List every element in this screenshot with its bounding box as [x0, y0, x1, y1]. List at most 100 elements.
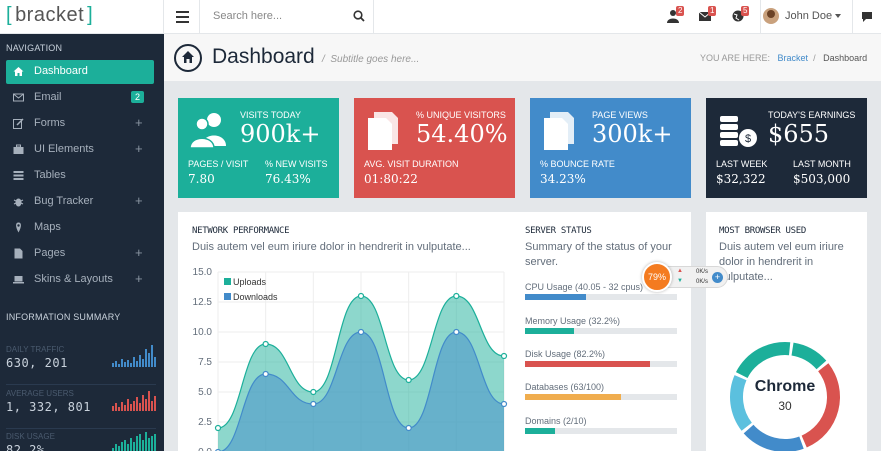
- server-row-memory: Memory Usage (32.2%): [525, 316, 677, 334]
- card-value: 900k+: [240, 120, 321, 148]
- upload-arrow-icon: ▲: [677, 268, 683, 274]
- sidebar-item-email[interactable]: Email 2: [6, 86, 154, 110]
- data-point: [357, 292, 365, 300]
- documents-icon: [544, 112, 574, 150]
- sidebar-item-maps[interactable]: Maps: [6, 216, 154, 240]
- plus-icon[interactable]: +: [712, 272, 723, 283]
- sparkline-bar: [142, 440, 144, 451]
- card-title: Today's Earnings: [768, 110, 856, 120]
- search-box[interactable]: Search here...: [201, 0, 374, 34]
- data-point: [500, 352, 508, 360]
- y-tick-label: 10.0: [193, 327, 213, 338]
- sidebar-item-label: Email: [34, 91, 62, 103]
- summary-average-users: Average Users 1, 332, 801: [6, 389, 156, 429]
- logo[interactable]: [bracket]: [0, 0, 164, 34]
- y-tick-label: 2.5: [198, 417, 212, 428]
- home-icon: [13, 67, 24, 76]
- sidebar-item-dashboard[interactable]: Dashboard: [6, 60, 154, 84]
- card-value: 300k+: [592, 120, 673, 148]
- network-speed-widget[interactable]: ▲ ▼ 0K/s 0K/s + 79%: [642, 262, 728, 292]
- sidebar-item-label: Dashboard: [34, 65, 88, 77]
- expand-icon[interactable]: +: [135, 245, 143, 260]
- chat-button[interactable]: [852, 0, 881, 34]
- sidebar-item-forms[interactable]: Forms +: [6, 112, 154, 136]
- data-point: [453, 292, 460, 300]
- data-point: [405, 424, 412, 432]
- expand-icon[interactable]: +: [135, 115, 143, 130]
- sidebar-item-label: Maps: [34, 221, 61, 233]
- card-sub-value: $32,322: [716, 172, 766, 186]
- donut-slice[interactable]: [735, 342, 791, 378]
- breadcrumb-link-bracket[interactable]: Bracket: [777, 53, 809, 63]
- expand-icon[interactable]: +: [135, 141, 143, 156]
- globe-badge: 5: [741, 6, 750, 16]
- sidebar-item-tables[interactable]: Tables: [6, 164, 154, 188]
- chevron-down-icon: [835, 14, 841, 18]
- sparkline-bar: [130, 404, 132, 411]
- browser-description: Duis autem vel eum iriure dolor in hendr…: [719, 241, 844, 283]
- user-menu[interactable]: John Doe: [760, 0, 852, 34]
- data-point: [405, 376, 412, 384]
- globe-notification-button[interactable]: 5: [724, 0, 756, 34]
- widget-percent: 79%: [642, 262, 672, 292]
- sidebar-item-label: Skins & Layouts: [34, 273, 113, 285]
- card-title: Visits Today: [240, 110, 302, 120]
- data-point: [357, 328, 365, 336]
- card-sub-value: $503,000: [793, 172, 851, 186]
- map-marker-icon: [16, 222, 21, 233]
- summary-label: Disk Usage: [6, 432, 55, 441]
- subtitle-text: Subtitle goes here...: [330, 54, 420, 65]
- data-point: [500, 400, 508, 408]
- stat-card-earnings: $ Today's Earnings $655 Last Week $32,32…: [706, 98, 867, 198]
- donut-slice[interactable]: [791, 342, 827, 370]
- sparkline-bar: [112, 363, 114, 367]
- donut-slice[interactable]: [801, 363, 840, 448]
- breadcrumb-prefix: YOU ARE HERE:: [700, 53, 771, 63]
- page-home-badge: [174, 44, 202, 72]
- mail-notification-button[interactable]: 1: [691, 0, 723, 34]
- search-icon[interactable]: [353, 10, 365, 22]
- data-point: [214, 424, 222, 432]
- nav-heading: Navigation: [6, 43, 63, 53]
- summary-value: 1, 332, 801: [6, 400, 91, 414]
- logo-bracket-left: [: [6, 4, 13, 26]
- stat-card-page-views: Page Views 300k+ % Bounce Rate 34.23%: [530, 98, 691, 198]
- sparkline-bar: [115, 444, 117, 451]
- sidebar-item-label: Pages: [34, 247, 66, 259]
- top-header: [bracket] Search here... 2 1 5 John Doe: [0, 0, 881, 34]
- server-description: Summary of the status of your server.: [525, 241, 672, 268]
- sidebar-item-label: Forms: [34, 117, 66, 129]
- sparkline-bar: [112, 406, 114, 411]
- menu-toggle-button[interactable]: [164, 0, 200, 34]
- money-icon: $: [720, 116, 757, 147]
- laptop-icon: [13, 276, 24, 284]
- donut-slice[interactable]: [730, 375, 752, 431]
- users-badge: 2: [676, 6, 685, 16]
- sparkline-bar: [151, 401, 153, 411]
- sparkline-bar: [148, 353, 150, 367]
- donut-slice[interactable]: [743, 424, 804, 451]
- sparkline-bar: [121, 402, 123, 411]
- summary-daily-traffic: Daily Traffic 630, 201: [6, 345, 156, 385]
- summary-disk-usage: Disk Usage 82.2%: [6, 432, 156, 451]
- sparkline-bar: [112, 448, 114, 451]
- sidebar-item-skins-layouts[interactable]: Skins & Layouts +: [6, 268, 154, 292]
- sparkline-bar: [148, 438, 150, 451]
- expand-icon[interactable]: +: [135, 193, 143, 208]
- y-tick-label: 15.0: [193, 267, 213, 278]
- user-name: John Doe: [785, 10, 833, 22]
- sparkline-bars: [112, 432, 156, 451]
- data-point: [453, 328, 460, 336]
- breadcrumb-current: Dashboard: [823, 53, 868, 63]
- sidebar-item-pages[interactable]: Pages +: [6, 242, 154, 266]
- search-input[interactable]: Search here...: [213, 10, 283, 22]
- sparkline-bar: [118, 407, 120, 411]
- network-server-panel: Network Performance Duis autem vel eum i…: [178, 212, 691, 451]
- sidebar-item-bug-tracker[interactable]: Bug Tracker +: [6, 190, 154, 214]
- legend-label: Uploads: [233, 277, 267, 287]
- donut-center-value: 30: [778, 399, 792, 413]
- sidebar-item-ui-elements[interactable]: UI Elements +: [6, 138, 154, 162]
- users-notification-button[interactable]: 2: [659, 0, 691, 34]
- expand-icon[interactable]: +: [135, 271, 143, 286]
- card-sub-value: 01:80:22: [364, 172, 418, 186]
